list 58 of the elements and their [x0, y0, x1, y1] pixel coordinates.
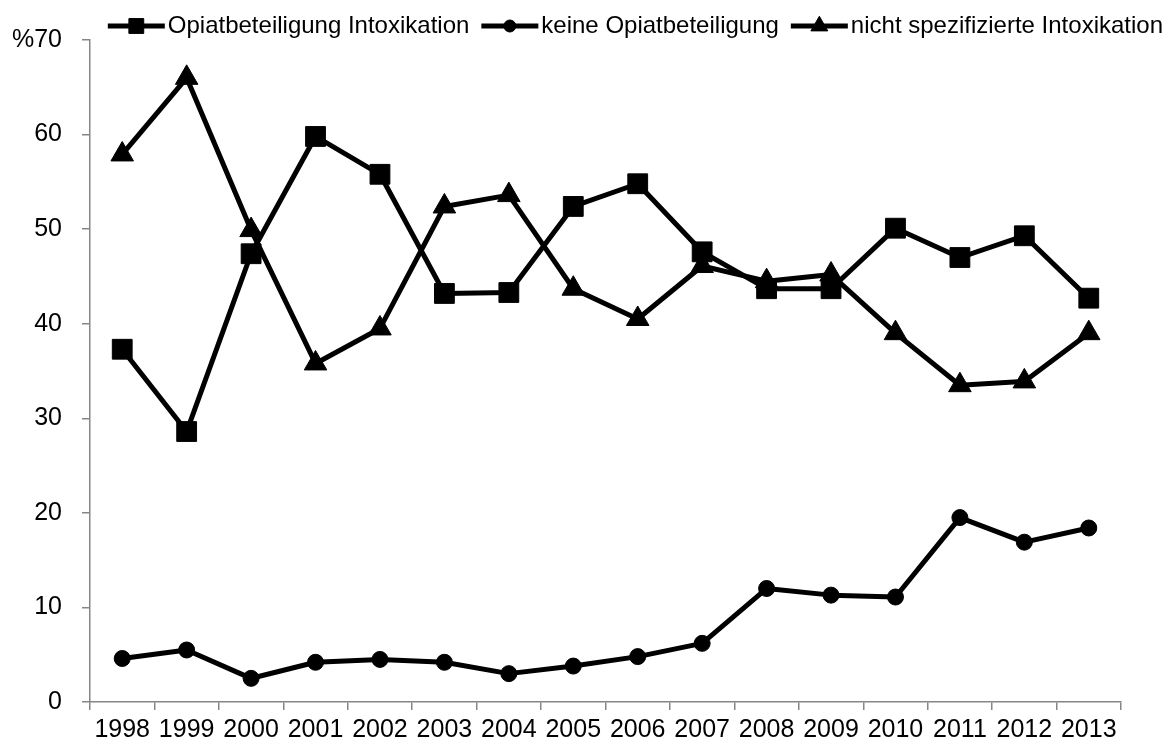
point — [562, 196, 584, 217]
x-tick-label: 2000 — [223, 713, 279, 742]
point — [307, 653, 325, 671]
point — [176, 421, 198, 442]
point — [627, 173, 649, 195]
y-tick-label: 20 — [34, 496, 62, 525]
x-tick-label: 2011 — [933, 713, 987, 742]
point — [1015, 533, 1033, 551]
point — [564, 657, 582, 675]
x-tick-label: 2003 — [416, 713, 473, 742]
point — [113, 650, 131, 667]
legend-label: keine Opiatbeteiligung — [541, 10, 779, 38]
x-tick-label: 2013 — [1060, 713, 1117, 742]
y-tick-label: %70 — [11, 23, 62, 52]
point — [691, 241, 713, 263]
point — [305, 126, 326, 147]
x-tick-label: 2004 — [481, 713, 537, 742]
point — [1078, 287, 1100, 309]
point — [629, 648, 647, 666]
y-tick-label: 0 — [48, 685, 62, 714]
point — [822, 586, 840, 604]
x-tick-label: 2012 — [996, 713, 1053, 742]
point — [240, 243, 262, 265]
x-tick-label: 2010 — [867, 713, 924, 742]
x-tick-label: 2009 — [803, 713, 859, 742]
x-tick-label: 2005 — [545, 713, 602, 742]
x-tick-label: 2001 — [287, 713, 344, 742]
point — [435, 653, 453, 671]
legend-label: Opiatbeteiligung Intoxikation — [167, 10, 470, 38]
point — [1080, 519, 1098, 537]
legend-label: nicht spezifizierte Intoxikation — [850, 10, 1163, 38]
point — [951, 509, 969, 527]
point — [885, 217, 906, 239]
x-tick-label: 1999 — [158, 713, 215, 742]
y-tick-label: 30 — [34, 402, 62, 431]
x-tick-label: 2007 — [674, 713, 730, 742]
point — [500, 665, 518, 683]
point — [886, 588, 904, 606]
point — [949, 247, 971, 268]
point — [111, 338, 133, 360]
point — [498, 282, 520, 303]
y-tick-label: 50 — [34, 213, 62, 242]
x-tick-label: 2006 — [609, 713, 666, 742]
y-tick-label: 60 — [34, 118, 62, 147]
point — [178, 641, 196, 659]
x-tick-label: 2002 — [352, 713, 408, 742]
x-tick-label: 2008 — [738, 713, 795, 742]
point — [242, 669, 260, 687]
point — [693, 634, 711, 652]
y-tick-label: 40 — [34, 307, 62, 336]
point — [371, 650, 389, 668]
point — [434, 283, 455, 304]
point — [1013, 225, 1035, 247]
point — [758, 580, 776, 598]
x-tick-label: 1998 — [94, 713, 151, 742]
point — [369, 163, 391, 185]
y-tick-label: 10 — [34, 591, 62, 620]
point — [820, 278, 842, 300]
